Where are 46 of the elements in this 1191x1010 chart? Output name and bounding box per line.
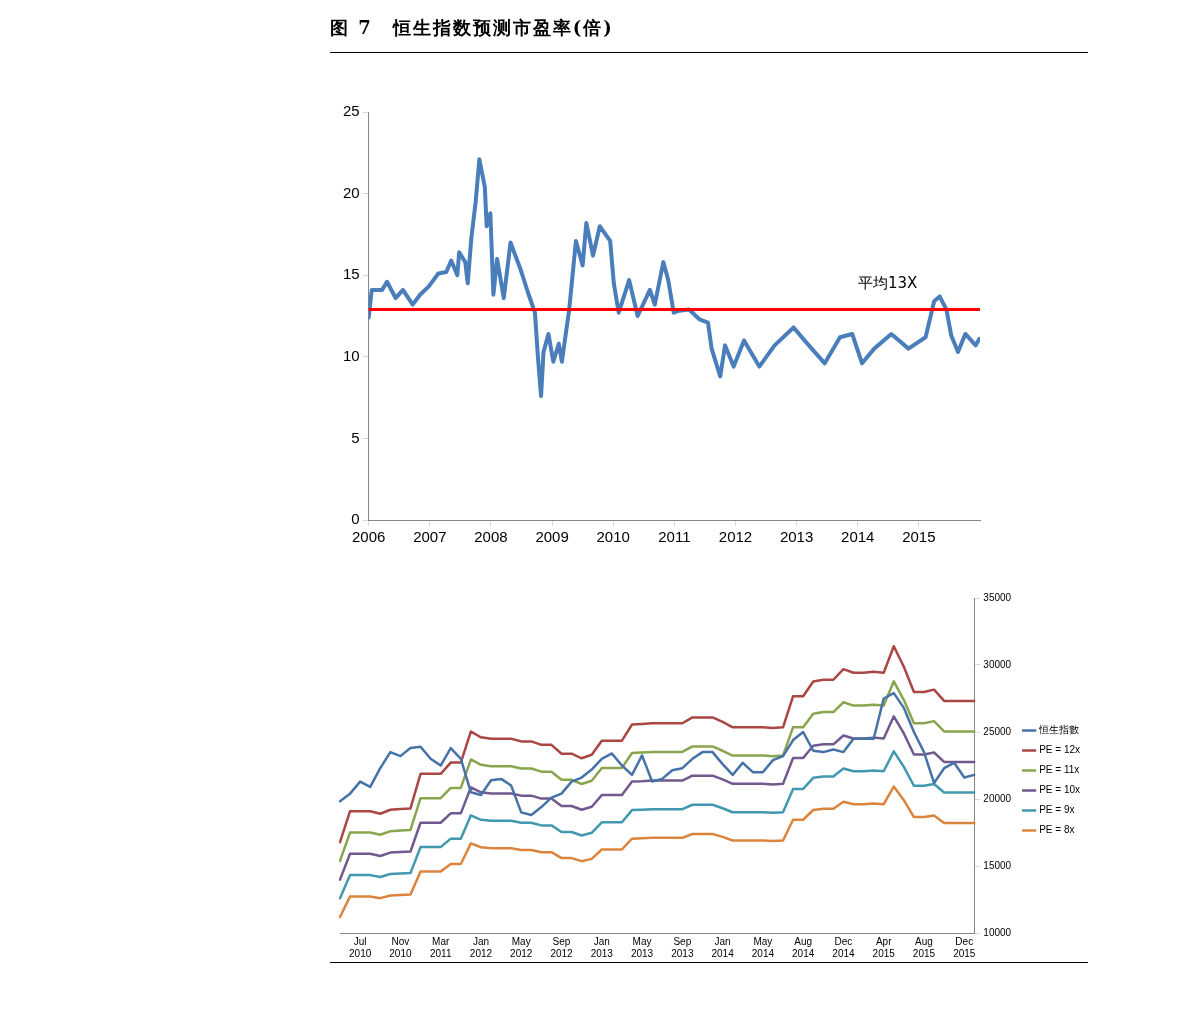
x-tick-label: 2015 xyxy=(902,528,936,546)
chart-title: 图 7 恒生指数预测市盈率(倍) xyxy=(330,16,1088,53)
x-tick-label: 2010 xyxy=(596,528,630,546)
legend-label: 恒生指數 xyxy=(1038,724,1080,736)
x-tick-label: 2012 xyxy=(718,528,753,546)
x-tick-label: May 2014 xyxy=(751,935,775,959)
x-tick-label: May 2013 xyxy=(630,935,654,959)
y2-tick-label: 10000 xyxy=(983,926,1012,938)
x-tick-label: Jul 2010 xyxy=(349,935,372,959)
x-tick-label: Aug 2014 xyxy=(792,935,815,959)
x-tick-label: Jan 2012 xyxy=(469,935,493,959)
x-tick-label: Sep 2012 xyxy=(550,935,574,959)
x-tick-label: Aug 2015 xyxy=(912,935,936,959)
y-tick-label: 15 xyxy=(343,265,360,283)
legend-label: PE = 9x xyxy=(1039,804,1075,816)
x-tick-label: Jan 2013 xyxy=(590,935,614,959)
y2-tick-label: 35000 xyxy=(983,591,1012,603)
x-tick-label: Mar 2011 xyxy=(429,935,452,959)
x-tick-label: Dec 2014 xyxy=(832,935,855,959)
x-tick-label: Apr 2015 xyxy=(872,935,896,959)
x-tick-label: Jan 2014 xyxy=(711,935,735,959)
x-tick-label: 2011 xyxy=(658,528,691,546)
legend-label: PE = 10x xyxy=(1039,784,1080,796)
x-tick-label: 2009 xyxy=(535,528,569,546)
x-tick-label: 2006 xyxy=(352,528,386,546)
x-tick-label: Nov 2010 xyxy=(389,935,412,959)
x-tick-label: 2013 xyxy=(779,528,814,546)
y-tick-label: 25 xyxy=(343,102,360,120)
y-tick-label: 5 xyxy=(351,428,360,446)
y2-tick-label: 25000 xyxy=(983,725,1012,737)
legend-label: PE = 11x xyxy=(1039,764,1080,776)
x-tick-label: 2008 xyxy=(474,528,508,546)
x-tick-label: Dec 2015 xyxy=(953,935,976,959)
x-tick-label: Sep 2013 xyxy=(671,935,694,959)
y-tick-label: 0 xyxy=(351,510,360,528)
x-tick-label: 2007 xyxy=(413,528,447,546)
x-tick-label: May 2012 xyxy=(510,935,533,959)
x-tick-label: 2014 xyxy=(841,528,875,546)
ref-line-label: 平均13X xyxy=(858,273,918,292)
legend-label: PE = 8x xyxy=(1039,824,1075,836)
y-tick-label: 20 xyxy=(343,183,360,201)
y2-tick-label: 15000 xyxy=(983,859,1012,871)
y2-tick-label: 20000 xyxy=(983,792,1012,804)
y-tick-label: 10 xyxy=(343,346,360,364)
legend-label: PE = 12x xyxy=(1039,744,1080,756)
y2-tick-label: 30000 xyxy=(983,658,1012,670)
